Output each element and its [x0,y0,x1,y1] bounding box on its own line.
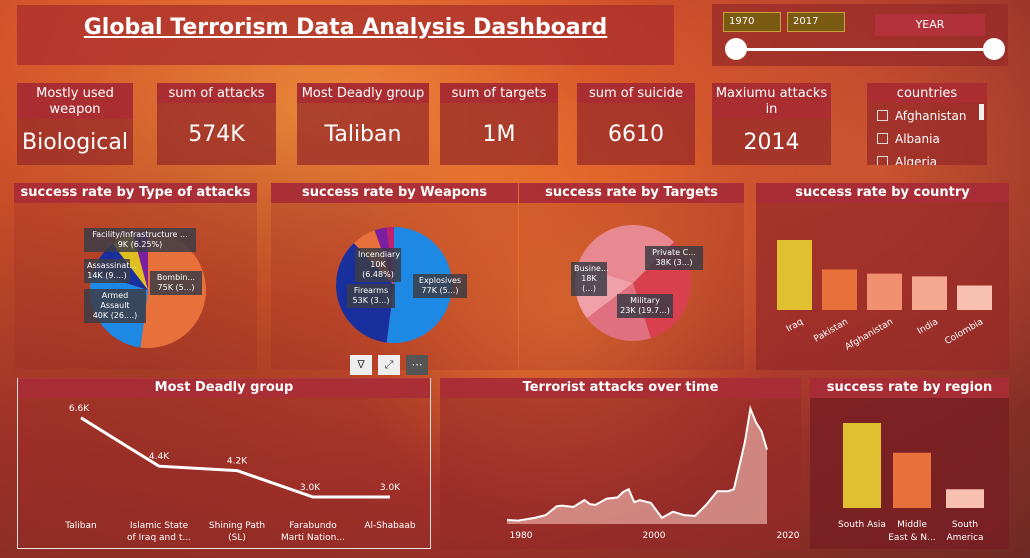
checkbox-icon[interactable] [877,110,888,121]
data-label: 3.0K [300,483,321,493]
country-option-afghanistan[interactable]: Afghanistan [867,104,987,127]
kpi-targets: sum of targets 1M [440,83,558,165]
kpi-value: 2014 [712,130,831,155]
x-tick-label: 1980 [510,531,533,541]
x-tick-label: Islamic State [130,521,189,531]
focus-mode-icon[interactable]: ⤢ [378,355,400,375]
kpi-attacks: sum of attacks 574K [157,83,276,165]
kpi-title: sum of suicide [577,83,695,103]
countries-slicer: countries Afghanistan Albania Algeria [867,83,987,165]
country-chart-panel: success rate by country Iraq Pakistan Afgh… [756,183,1009,370]
checkbox-icon[interactable] [877,133,888,144]
bar-iraq[interactable] [777,240,812,310]
kpi-suicide: sum of suicide 6610 [577,83,695,165]
deadly-group-panel: Most Deadly group 6.6K 4.4K 4.2K 3.0K 3.0K Ta… [17,378,431,549]
kpi-title: Most Deadly group [297,83,429,103]
pie-label: Busine... 18K (...) [571,262,607,296]
year-from-input[interactable]: 1970 [723,12,781,32]
pie-label: Firearms 53K (3...) [347,284,395,308]
x-tick-label: Al-Shabaab [364,521,416,531]
x-tick-label: America [946,533,983,543]
x-tick-label: Marti Nation... [281,533,345,543]
country-label: Albania [895,132,940,146]
bar-pakistan[interactable] [822,269,857,310]
pie-label: Facility/Infrastructure ... 9K (6.25%) [84,228,196,252]
x-tick-label: of Iraq and t... [127,533,191,543]
x-tick-label: Taliban [64,521,96,531]
page-title: Global Terrorism Data Analysis Dashboard [17,5,674,65]
kpi-value: 6610 [577,122,695,147]
kpi-max-year: Maxiumu attacks in 2014 [712,83,831,165]
targets-pie[interactable] [519,183,744,370]
countries-title: countries [867,83,987,103]
attack-type-pie[interactable] [14,183,257,370]
data-label: 4.4K [149,452,170,462]
pie-label: Incendiary 10K (6.48%) [355,248,401,282]
x-tick-label: Iraq [785,317,805,334]
kpi-title: Maxiumu attacks in [712,83,831,119]
bar-india[interactable] [912,276,947,310]
x-tick-label: (SL) [228,533,246,543]
bar-colombia[interactable] [957,286,992,311]
area-fill [507,409,767,524]
kpi-value: Taliban [297,122,429,147]
x-tick-label: Afghanistan [844,317,895,352]
x-tick-label: Pakistan [812,317,850,345]
x-tick-label: Shining Path [209,521,265,531]
attack-type-panel: success rate by Type of attacks Facility… [14,183,257,370]
kpi-deadly-group: Most Deadly group Taliban [297,83,429,165]
region-chart-panel: success rate by region South Asia Middle E… [810,378,1009,549]
x-tick-label: South Asia [838,520,886,530]
weapons-panel: success rate by Weapons Incendiary 10K (6… [271,183,518,370]
country-label: Afghanistan [895,109,966,123]
x-tick-label: 2020 [777,531,800,541]
bar-region-1[interactable] [893,453,931,508]
pie-label: Assassinat... 14K (9....) [84,259,130,283]
data-label: 4.2K [227,457,248,467]
x-tick-label: Farabundo [289,521,337,531]
more-options-icon[interactable]: ⋯ [406,355,428,375]
x-tick-label: 2000 [643,531,666,541]
year-label: YEAR [916,18,945,31]
pie-label: Bombin... 75K (5...) [150,271,202,295]
country-label: Algeria [895,155,937,166]
kpi-value: 574K [157,122,276,147]
kpi-title: sum of attacks [157,83,276,103]
kpi-value: 1M [440,122,558,147]
bar-region-0[interactable] [843,423,881,508]
x-tick-label: India [916,317,940,337]
attacks-over-time-panel: Terrorist attacks over time 1980 2000 2020 [440,378,801,549]
year-slider-end-handle[interactable] [983,38,1005,60]
x-tick-label: Middle [897,520,927,530]
pie-label: Explosives 77K (5...) [413,274,467,298]
bar-afghanistan[interactable] [867,274,902,310]
pie-label: Military 23K (19.7...) [617,294,673,318]
targets-panel: success rate by Targets Private C... 38K … [519,183,744,370]
x-tick-label: Colombia [943,317,985,347]
deadly-group-line-chart[interactable]: 6.6K 4.4K 4.2K 3.0K 3.0K Taliban Islamic State… [18,379,432,550]
year-dropdown[interactable]: YEAR [875,14,985,36]
pie-label: Private C... 38K (3...) [645,246,703,270]
filter-icon[interactable]: ∇ [350,355,372,375]
country-option-albania[interactable]: Albania [867,127,987,150]
kpi-weapon: Mostly used weapon Biological [17,83,133,165]
kpi-title: sum of targets [440,83,558,103]
pie-label: Armed Assault 40K (26....) [84,289,146,323]
year-to-input[interactable]: 2017 [787,12,845,32]
checkbox-icon[interactable] [877,156,888,165]
scrollbar[interactable] [979,104,984,120]
kpi-title: Mostly used weapon [17,83,133,119]
region-bar-chart[interactable]: South Asia Middle East & N... South America [810,378,1009,549]
attacks-over-time-chart[interactable]: 1980 2000 2020 [440,378,801,549]
kpi-value: Biological [17,130,133,155]
data-label: 3.0K [380,483,401,493]
data-label: 6.6K [69,404,90,414]
bar-region-2[interactable] [946,489,984,508]
country-option-algeria[interactable]: Algeria [867,150,987,165]
year-slider-track[interactable] [736,48,993,51]
year-slider-start-handle[interactable] [725,38,747,60]
x-tick-label: East & N... [888,533,935,543]
x-tick-label: South [952,520,978,530]
